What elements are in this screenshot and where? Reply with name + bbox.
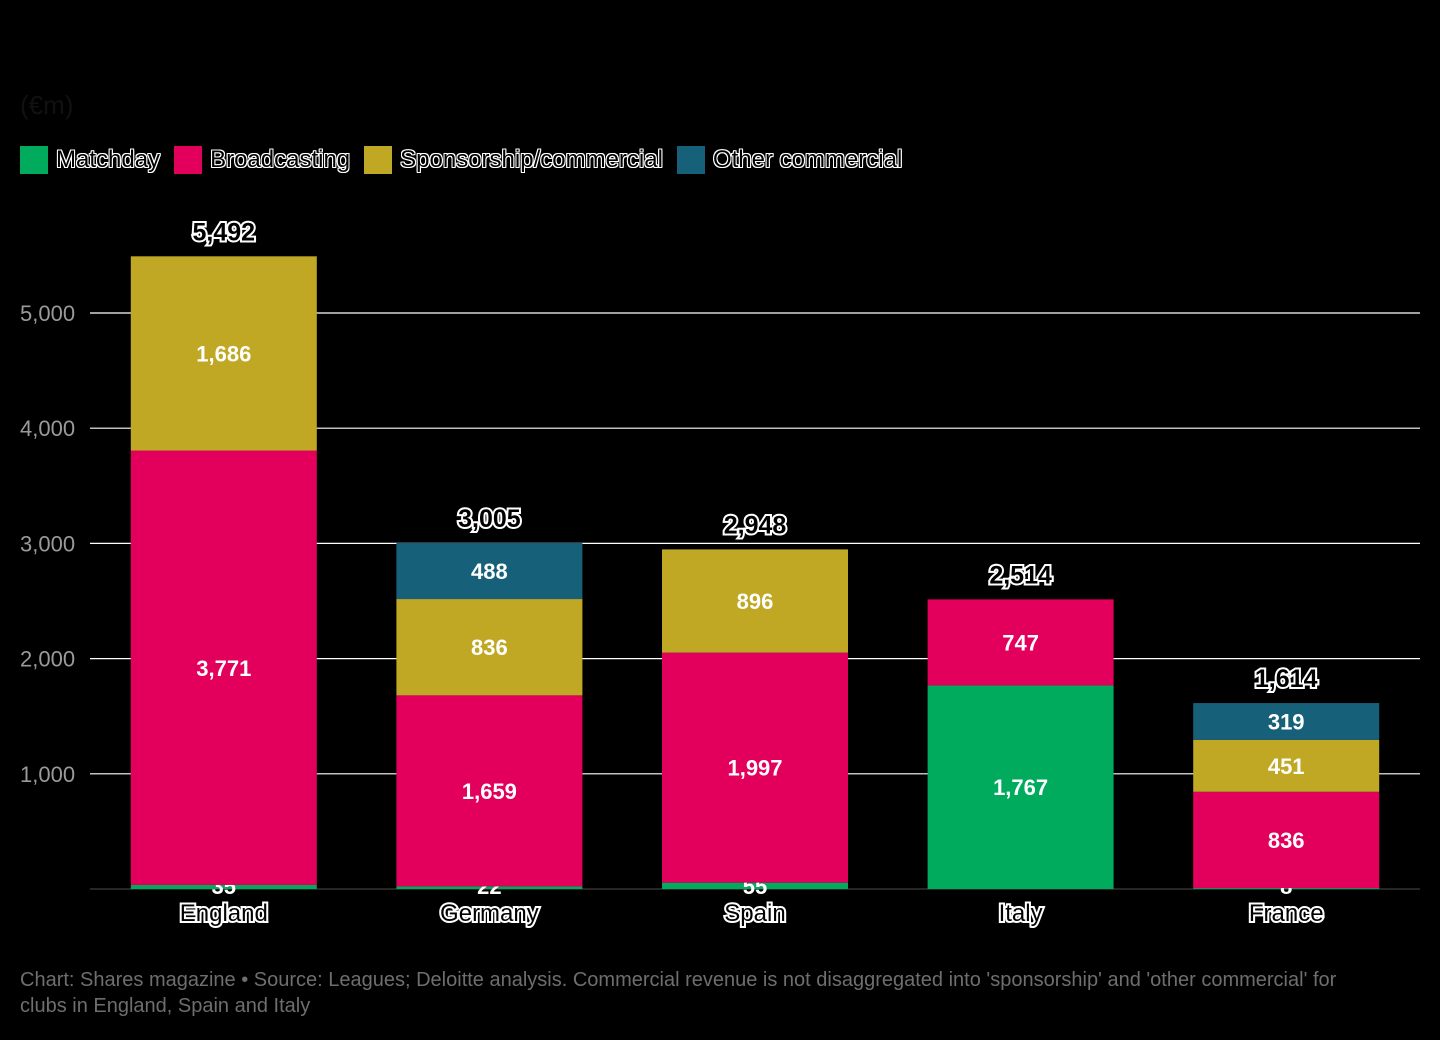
bar-italy-matchday [927, 685, 1114, 889]
legend-label-broadcasting: Broadcasting [210, 146, 351, 173]
total-label-france: 1,614 [1255, 665, 1318, 693]
bar-england-broadcasting [130, 450, 317, 885]
data-label-france-sponsorship-commercial: 451 [1268, 754, 1305, 779]
x-tick-label-spain: Spain [724, 900, 785, 927]
legend-label-matchday: Matchday [56, 146, 161, 173]
unit-label: (€m) [20, 90, 74, 120]
bar-france-sponsorship-commercial [1193, 739, 1380, 792]
bar-france-matchday [1193, 888, 1380, 889]
y-tick-label-3000: 3,000 [20, 531, 75, 556]
y-tick-label-5000: 5,000 [20, 301, 75, 326]
total-label-spain: 2,948 [724, 511, 787, 539]
y-tick-label-4000: 4,000 [20, 416, 75, 441]
x-tick-label-germany: Germany [440, 900, 539, 927]
data-label-france-broadcasting: 836 [1268, 828, 1305, 853]
legend-item-other-commercial: Other commercial [676, 146, 903, 174]
y-tick-label-1000: 1,000 [20, 762, 75, 787]
total-label-italy: 2,514 [989, 561, 1052, 589]
data-label-germany-broadcasting: 1,659 [462, 779, 517, 804]
legend-swatch-other-commercial [676, 146, 705, 174]
bar-italy-broadcasting [927, 599, 1114, 686]
bar-spain-sponsorship-commercial [662, 549, 848, 653]
data-label-germany-sponsorship-commercial: 836 [471, 635, 508, 660]
total-label-england: 5,492 [193, 218, 256, 246]
bar-france-other-commercial [1193, 703, 1380, 740]
bar-spain-broadcasting [662, 652, 848, 883]
bar-england-sponsorship-commercial [130, 256, 317, 451]
bar-germany-sponsorship-commercial [396, 599, 583, 696]
bar-germany-broadcasting [396, 695, 583, 887]
x-tick-label-italy: Italy [999, 900, 1043, 927]
data-label-germany-other-commercial: 488 [471, 559, 508, 584]
bar-germany-matchday [396, 886, 583, 889]
data-label-england-broadcasting: 3,771 [196, 656, 251, 681]
legend-swatch-matchday [20, 146, 48, 174]
data-label-spain-sponsorship-commercial: 896 [737, 589, 774, 614]
bar-germany-other-commercial [396, 542, 583, 600]
total-label-germany: 3,005 [458, 505, 521, 533]
data-label-france-other-commercial: 319 [1268, 709, 1305, 734]
data-label-spain-broadcasting: 1,997 [727, 756, 782, 781]
legend-swatch-broadcasting [174, 146, 203, 174]
bar-england-matchday [130, 884, 317, 889]
data-label-italy-broadcasting: 747 [1002, 630, 1039, 655]
bar-france-broadcasting [1193, 791, 1380, 889]
chart-footer: Chart: Shares magazine • Source: Leagues… [20, 969, 1337, 1017]
legend-item-sponsorship: Sponsorship/commercial [364, 146, 663, 174]
x-tick-label-france: France [1249, 900, 1324, 927]
x-tick-label-england: England [180, 900, 268, 927]
legend-item-broadcasting: Broadcasting [174, 146, 350, 174]
legend-swatch-sponsorship [364, 146, 393, 174]
legend-label-sponsorship: Sponsorship/commercial [400, 146, 663, 173]
legend-label-other-commercial: Other commercial [712, 146, 903, 173]
bar-spain-matchday [662, 882, 848, 889]
data-label-england-sponsorship-commercial: 1,686 [196, 341, 251, 366]
y-tick-label-2000: 2,000 [20, 647, 75, 672]
legend: Matchday Broadcasting Sponsorship/commer… [20, 144, 916, 176]
data-label-italy-matchday: 1,767 [993, 775, 1048, 800]
legend-item-matchday: Matchday [20, 146, 160, 174]
